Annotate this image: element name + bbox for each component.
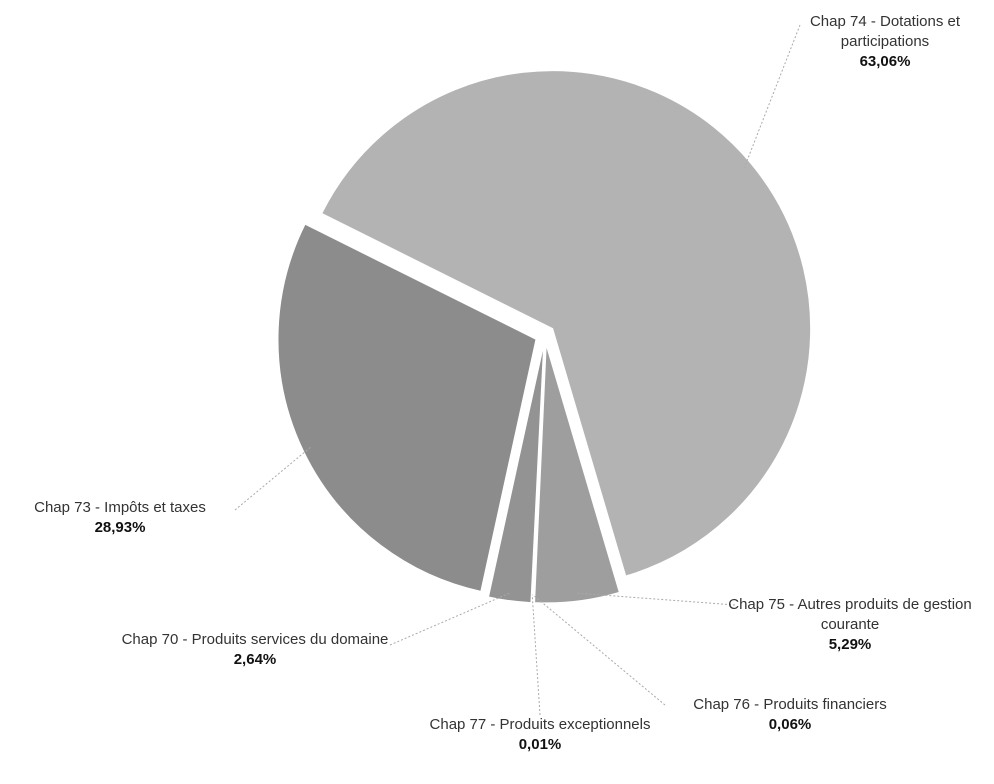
pie-slice <box>277 223 537 592</box>
leader-line <box>743 24 801 169</box>
leader-line <box>389 592 511 646</box>
value-label: 5,29% <box>828 636 872 653</box>
slice-label: Chap 75 - Autres produits de gestion cou… <box>715 595 985 655</box>
leader-line <box>234 446 311 511</box>
value-label: 2,64% <box>233 651 277 668</box>
leader-line <box>576 592 736 606</box>
category-label: Chap 73 - Impôts et taxes <box>34 499 206 516</box>
pie-slice <box>534 344 620 604</box>
value-label: 63,06% <box>859 53 911 70</box>
slice-label: Chap 74 - Dotations et participations 63,… <box>780 12 990 72</box>
leader-line <box>532 594 666 706</box>
pie-slice <box>531 344 546 604</box>
category-label: Chap 76 - Produits financiers <box>693 696 887 713</box>
category-label: Chap 70 - Produits services du domaine <box>121 631 389 648</box>
value-label: 0,06% <box>768 716 812 733</box>
slice-label: Chap 70 - Produits services du domaine 2,… <box>105 630 405 670</box>
slice-label: Chap 76 - Produits financiers 0,06% <box>655 695 925 735</box>
category-label: Chap 77 - Produits exceptionnels <box>429 716 651 733</box>
slice-label: Chap 77 - Produits exceptionnels 0,01% <box>420 715 660 755</box>
value-label: 0,01% <box>518 736 562 753</box>
pie-slice <box>321 70 812 577</box>
slice-label: Chap 73 - Impôts et taxes 28,93% <box>0 498 240 538</box>
value-label: 28,93% <box>94 519 146 536</box>
leader-line <box>531 594 541 716</box>
pie-slice <box>487 344 545 604</box>
category-label: Chap 75 - Autres produits de gestion cou… <box>728 596 972 633</box>
category-label: Chap 74 - Dotations et participations <box>809 13 961 50</box>
